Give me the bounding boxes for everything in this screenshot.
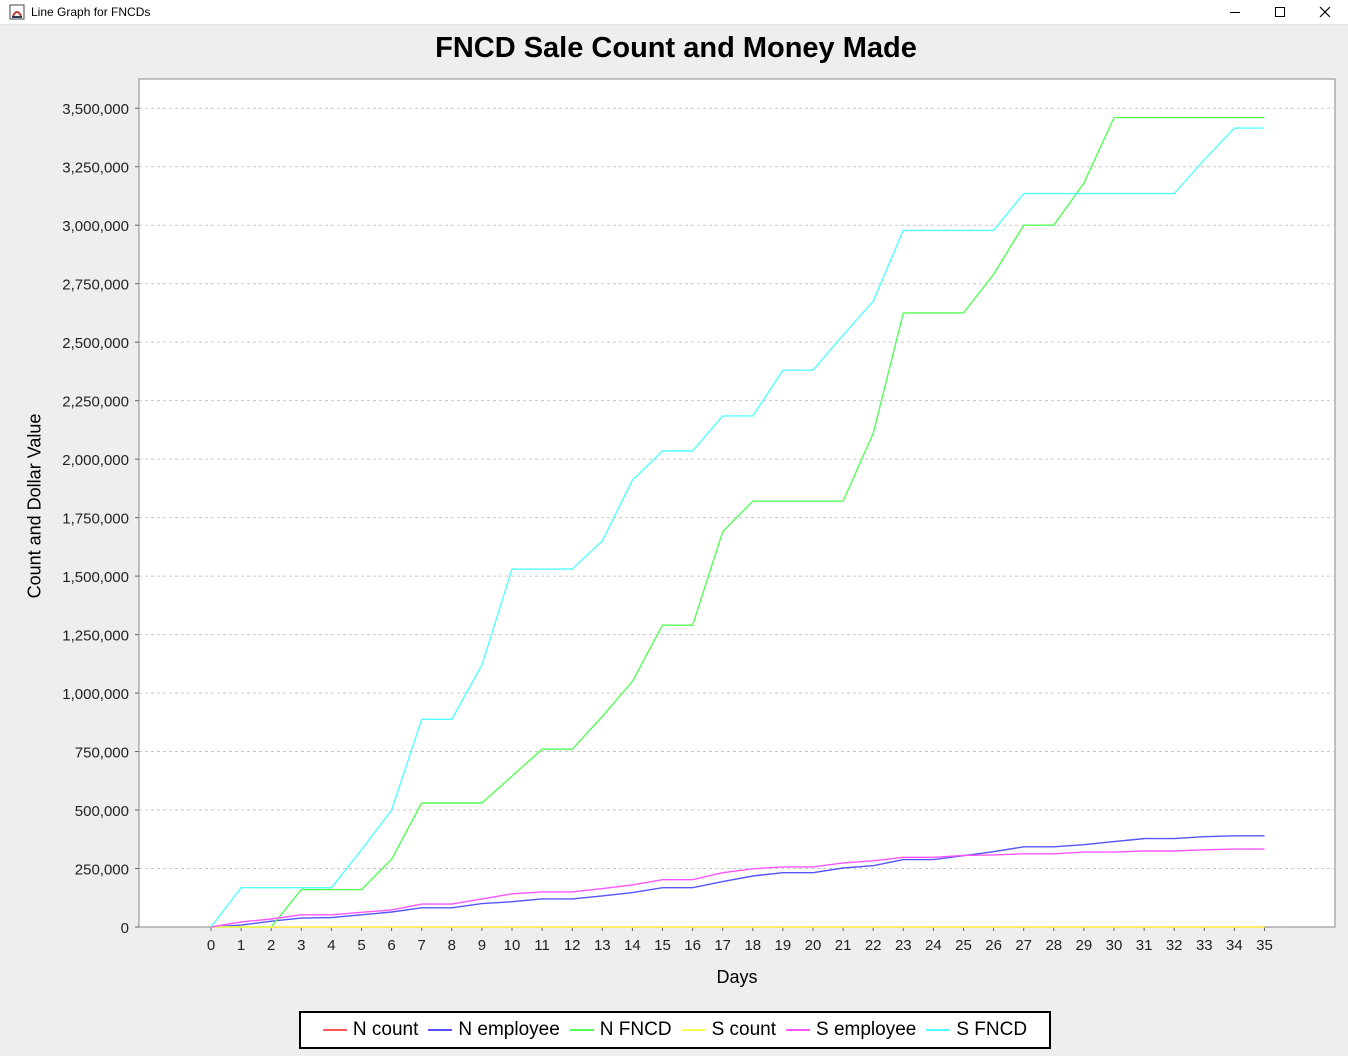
series-line-s-employee <box>210 848 1265 928</box>
y-axis-label: Count and Dollar Value <box>24 413 45 599</box>
legend-item-n-employee: N employee <box>428 1019 560 1041</box>
x-tick-label: 20 <box>805 937 822 954</box>
legend-label: N employee <box>458 1019 560 1040</box>
close-icon <box>1319 6 1331 18</box>
x-tick-label: 33 <box>1196 937 1213 954</box>
y-tick-label: 3,000,000 <box>62 218 129 235</box>
java-app-icon <box>9 4 25 20</box>
legend-swatch <box>569 1029 594 1031</box>
y-tick-label: 750,000 <box>75 745 129 762</box>
y-tick-label: 2,000,000 <box>62 452 129 469</box>
x-tick-label: 22 <box>865 937 882 954</box>
chart-legend: N count N employee N FNCD S count S employee… <box>299 1011 1051 1049</box>
legend-swatch <box>681 1029 706 1031</box>
x-tick-label: 18 <box>744 937 761 954</box>
title-bar[interactable]: Line Graph for FNCDs <box>0 0 1348 25</box>
x-tick-label: 28 <box>1045 937 1062 954</box>
y-tick-label: 3,250,000 <box>62 160 129 177</box>
legend-swatch <box>322 1029 347 1031</box>
y-tick-label: 500,000 <box>75 803 129 820</box>
x-tick-label: 25 <box>955 937 972 954</box>
x-tick-label: 1 <box>237 937 245 954</box>
x-tick-label: 30 <box>1106 937 1123 954</box>
legend-label: N count <box>352 1019 419 1040</box>
x-tick-label: 32 <box>1166 937 1183 954</box>
y-tick-label: 0 <box>121 920 129 937</box>
y-tick-label: 2,500,000 <box>62 335 129 352</box>
x-tick-label: 12 <box>564 937 581 954</box>
x-tick-label: 23 <box>895 937 912 954</box>
legend-item-s-count: S count <box>681 1019 776 1041</box>
legend-item-n-count: N count <box>322 1019 419 1041</box>
chart-title: FNCD Sale Count and Money Made <box>435 32 917 64</box>
legend-label: S employee <box>816 1019 917 1040</box>
y-tick-label: 3,500,000 <box>62 101 129 118</box>
series-line-n-employee <box>210 835 1265 928</box>
x-tick-label: 11 <box>534 937 550 954</box>
x-tick-label: 0 <box>207 937 215 954</box>
y-tick-label: 1,000,000 <box>62 686 129 703</box>
x-tick-label: 21 <box>835 937 852 954</box>
x-tick-label: 29 <box>1076 937 1093 954</box>
legend-swatch <box>786 1029 810 1031</box>
close-button[interactable] <box>1302 0 1348 24</box>
y-tick-label: 1,750,000 <box>62 511 129 528</box>
x-tick-label: 3 <box>297 937 305 954</box>
series-line-s-fncd <box>210 127 1265 928</box>
x-tick-label: 17 <box>714 937 731 954</box>
legend-swatch <box>926 1029 951 1031</box>
x-tick-label: 31 <box>1136 937 1153 954</box>
plot-area <box>138 78 1336 928</box>
maximize-icon <box>1275 7 1285 17</box>
x-tick-label: 7 <box>418 937 426 954</box>
x-tick-label: 10 <box>504 937 521 954</box>
x-tick-label: 16 <box>684 937 701 954</box>
x-tick-label: 4 <box>327 937 335 954</box>
legend-label: S count <box>711 1019 776 1040</box>
x-tick-label: 35 <box>1256 937 1273 954</box>
x-tick-label: 19 <box>775 937 792 954</box>
x-tick-label: 26 <box>985 937 1002 954</box>
legend-label: S FNCD <box>956 1019 1028 1040</box>
minimize-icon <box>1230 12 1240 13</box>
x-tick-label: 34 <box>1226 937 1243 954</box>
series-line-n-fncd <box>211 116 1265 928</box>
minimize-button[interactable] <box>1212 0 1258 24</box>
legend-item-n-fncd: N FNCD <box>569 1019 672 1041</box>
x-tick-label: 6 <box>387 937 395 954</box>
x-tick-label: 24 <box>925 937 942 954</box>
x-tick-label: 5 <box>357 937 365 954</box>
x-tick-label: 9 <box>478 937 486 954</box>
x-tick-label: 8 <box>448 937 456 954</box>
y-tick-label: 2,250,000 <box>62 394 129 411</box>
legend-item-s-employee: S employee <box>786 1019 916 1041</box>
x-tick-label: 14 <box>624 937 641 954</box>
x-tick-label: 15 <box>654 937 671 954</box>
y-tick-label: 1,500,000 <box>62 569 129 586</box>
legend-label: N FNCD <box>599 1019 672 1040</box>
window-title: Line Graph for FNCDs <box>31 5 151 19</box>
y-tick-label: 1,250,000 <box>62 628 129 645</box>
legend-item-s-fncd: S FNCD <box>926 1019 1027 1041</box>
y-tick-label: 2,750,000 <box>62 277 129 294</box>
maximize-button[interactable] <box>1257 0 1303 24</box>
legend-swatch <box>428 1029 453 1031</box>
x-tick-label: 13 <box>594 937 611 954</box>
x-axis-label: Days <box>716 967 758 987</box>
x-tick-label: 2 <box>267 937 275 954</box>
y-tick-label: 250,000 <box>75 862 129 879</box>
x-tick-label: 27 <box>1015 937 1032 954</box>
